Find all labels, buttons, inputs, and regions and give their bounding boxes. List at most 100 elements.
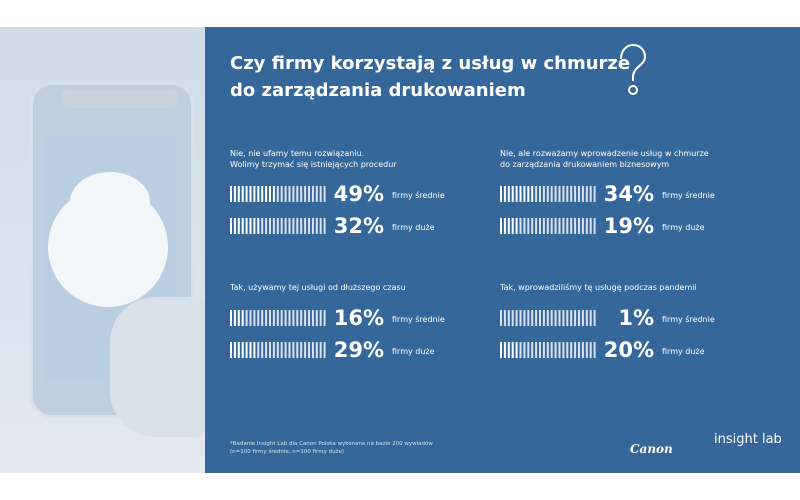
bar-fill-stripe [233,310,236,326]
bar-fill-stripe [272,186,275,202]
bar-fill-stripe [511,186,514,202]
bar-track-stripe [323,310,326,326]
group-label: firmy średnie [662,315,715,324]
group-label: firmy duże [662,347,705,356]
bar-fill-stripe [241,218,244,234]
bar-track-stripe [566,186,569,202]
bar-track-stripe [566,342,569,358]
value-label: 20% [603,338,654,362]
bar-track-stripe [535,218,538,234]
bar-track-stripe [542,342,545,358]
bar-track-stripe [585,310,588,326]
bar-track-stripe [562,186,565,202]
bar-fill-stripe [511,342,514,358]
bar-track-stripe [300,342,303,358]
bar-track-stripe [507,310,510,326]
bar-track-stripe [276,342,279,358]
bar-track-stripe [581,342,584,358]
bar-fill-stripe [237,218,240,234]
bar-track-stripe [578,218,580,234]
bar-track-stripe [535,310,538,326]
bar-track-stripe [531,310,534,326]
bar-fill-stripe [249,342,252,358]
footnote-line: *Badanie Insight Lab dla Canon Polska wy… [230,441,433,447]
bar-fill-stripe [237,186,240,202]
bar-track-stripe [319,310,322,326]
bar-track-stripe [276,186,279,202]
bar-track-stripe [558,310,561,326]
bar-track-stripe [261,342,264,358]
bar-fill-stripe [230,310,232,326]
bar-track-stripe [578,310,580,326]
bar-track-stripe [558,218,561,234]
bar-track-stripe [292,342,295,358]
bar-fill-stripe [527,186,530,202]
bar-track-stripe [574,342,577,358]
bar-track-stripe [589,218,592,234]
bar-track-stripe [550,310,553,326]
bar-track-stripe [546,186,549,202]
bar-track-stripe [519,218,522,234]
question-line: Nie, ale rozważamy wprowadzenie usług w … [500,149,709,158]
bar-track-stripe [288,310,291,326]
bar-fill-stripe [507,342,510,358]
footnote-line: (n=100 firmy średnie, n=100 firmy duże) [230,449,344,455]
bar-track-stripe [308,186,310,202]
bar-track-stripe [265,342,268,358]
bar-track-stripe [311,218,314,234]
bar-track-stripe [581,186,584,202]
hand-shape [110,297,205,437]
bar-track-stripe [574,186,577,202]
bar-track-stripe [296,342,299,358]
bar-fill-stripe [245,218,248,234]
question-mark-icon [620,43,647,95]
bar-fill-stripe [241,186,244,202]
bar-track-stripe [570,186,573,202]
bar-track-stripe [581,310,584,326]
question-line: Wolimy trzymać się istniejących procedur [230,160,397,169]
bar-track-stripe [269,310,271,326]
bar-track-stripe [323,186,326,202]
bar-track-stripe [546,342,549,358]
question-line: Tak, używamy tej usługi od dłuższego cza… [230,283,406,292]
footnote: *Badanie Insight Lab dla Canon Polska wy… [230,440,480,456]
bar-fill-stripe [230,186,232,202]
bar-track-stripe [581,218,584,234]
canon-logo: Canon [630,442,673,456]
bar-track-stripe [296,218,299,234]
bar-track-stripe [554,342,557,358]
bar-track-stripe [593,310,596,326]
bar-track-stripe [570,218,573,234]
question-label: Tak, wprowadziliśmy tę usługę podczas pa… [500,282,770,293]
group-label: firmy duże [392,347,435,356]
bar-track-stripe [253,310,256,326]
bar-fill-stripe [241,342,244,358]
bar-track-stripe [311,186,314,202]
bar-track-stripe [550,342,553,358]
bar-track-stripe [308,342,310,358]
phone-speaker [62,90,177,108]
bar-fill-stripe [237,342,240,358]
bar-fill-stripe [233,218,236,234]
bar-track-stripe [503,310,506,326]
bar-track-stripe [280,186,283,202]
bar-track-stripe [558,342,561,358]
bar-track-stripe [304,342,307,358]
bar-fill-stripe [519,186,522,202]
bar-track-stripe [276,310,279,326]
bar-track-stripe [539,186,541,202]
bar-track-stripe [585,186,588,202]
bar-track-stripe [570,310,573,326]
bar-track-stripe [323,342,326,358]
bar-fill-stripe [237,310,240,326]
bar-track-stripe [323,218,326,234]
bar-track-stripe [574,218,577,234]
bar-track-stripe [304,310,307,326]
bar-track-stripe [535,186,538,202]
bar-stripes [230,342,326,358]
bar-track-stripe [272,310,275,326]
bar-stripes [500,342,596,358]
bar-track-stripe [570,342,573,358]
group-label: firmy duże [392,223,435,232]
bar-track-stripe [535,342,538,358]
